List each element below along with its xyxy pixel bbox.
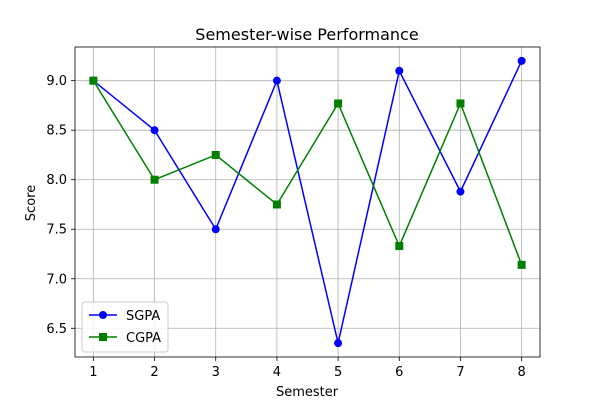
legend-cgpa-marker bbox=[99, 333, 107, 341]
data-point-cgpa bbox=[89, 76, 98, 85]
axes-layer: 1 2 3 4 5 6 7 8 6.5 7.0 7.5 8.0 8.5 9.0 bbox=[46, 46, 541, 380]
x-tick-label: 5 bbox=[334, 365, 342, 380]
x-tick-label: 8 bbox=[518, 365, 526, 380]
data-point-cgpa bbox=[211, 150, 220, 159]
legend-sgpa-marker bbox=[99, 311, 107, 319]
data-point-cgpa bbox=[517, 260, 526, 269]
legend-entry-sgpa: SGPA bbox=[89, 309, 160, 324]
data-point-sgpa bbox=[150, 126, 159, 135]
data-point-sgpa bbox=[395, 66, 404, 75]
x-tick-label: 1 bbox=[89, 365, 97, 380]
data-point-cgpa bbox=[272, 200, 281, 209]
plot-frame bbox=[74, 46, 541, 358]
data-point-cgpa bbox=[150, 175, 159, 184]
y-tick-label: 6.5 bbox=[46, 322, 67, 337]
y-tick-label: 9.0 bbox=[46, 74, 67, 89]
data-point-sgpa bbox=[334, 339, 343, 348]
y-tick-label: 7.0 bbox=[46, 272, 67, 287]
y-axis-label: Score bbox=[24, 185, 39, 221]
x-tick-label: 2 bbox=[150, 365, 158, 380]
x-tick-label: 7 bbox=[456, 365, 464, 380]
legend-entry-cgpa: CGPA bbox=[89, 331, 161, 346]
series-line-sgpa bbox=[92, 60, 523, 344]
chart-title: Semester-wise Performance bbox=[195, 25, 418, 44]
legend: SGPA CGPA bbox=[81, 301, 169, 353]
data-point-sgpa bbox=[517, 56, 526, 65]
data-point-sgpa bbox=[211, 225, 220, 234]
data-point-cgpa bbox=[334, 99, 343, 108]
data-point-sgpa bbox=[456, 187, 465, 196]
x-tick-label: 3 bbox=[212, 365, 220, 380]
x-tick-label: 4 bbox=[273, 365, 281, 380]
legend-cgpa-label: CGPA bbox=[126, 331, 161, 346]
data-point-cgpa bbox=[456, 99, 465, 108]
data-point-cgpa bbox=[395, 242, 404, 251]
series-line-cgpa bbox=[92, 80, 523, 266]
series-layer bbox=[89, 56, 526, 348]
data-point-sgpa bbox=[272, 76, 281, 85]
x-axis-label: Semester bbox=[276, 385, 339, 400]
legend-sgpa-label: SGPA bbox=[126, 309, 160, 324]
y-tick-label: 8.5 bbox=[46, 124, 67, 139]
y-tick-label: 8.0 bbox=[46, 173, 67, 188]
x-tick-label: 6 bbox=[395, 365, 403, 380]
y-tick-label: 7.5 bbox=[46, 223, 67, 238]
series-cgpa bbox=[89, 76, 526, 269]
